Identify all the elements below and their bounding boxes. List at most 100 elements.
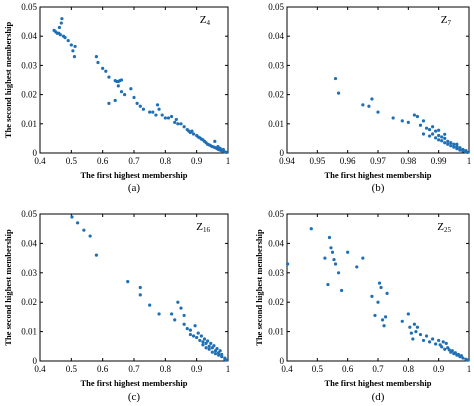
scatter-point (450, 349, 454, 353)
scatter-point (376, 110, 380, 114)
x-axis-title: The first highest membership (81, 378, 188, 388)
scatter-point (206, 339, 210, 343)
scatter-point (332, 257, 336, 262)
scatter-point (148, 110, 152, 114)
scatter-point (391, 116, 395, 120)
panel-b: 0.94 0.95 0.96 0.97 0.98 0.99 1 0 0.01 0.02 0.03 0.… (268, 2, 471, 194)
panel-caption: (b) (372, 182, 385, 194)
scatter-point (415, 325, 420, 329)
scatter-point (376, 300, 380, 304)
scatter-point (418, 332, 423, 337)
scatter-point (209, 341, 213, 345)
scatter-point (176, 122, 180, 126)
x-tick-label: 0.98 (400, 156, 416, 166)
scatter-point (465, 358, 470, 362)
scatter-point (461, 149, 465, 153)
y-tick-label: 0.04 (268, 31, 284, 41)
scatter-point (421, 338, 426, 343)
x-tick-label: 0.5 (312, 364, 324, 374)
scatter-point (76, 221, 80, 225)
scatter-point (440, 345, 444, 349)
scatter-point (173, 120, 177, 124)
scatter-point (195, 335, 199, 340)
scatter-point (157, 312, 161, 316)
scatter-point (119, 78, 124, 82)
y-tick-label: 0 (280, 148, 285, 158)
scatter-point (446, 139, 450, 143)
scatter-point (170, 312, 174, 316)
x-tick-label: 1 (226, 364, 231, 374)
x-tick-label: 0.6 (342, 364, 354, 374)
scatter-point (455, 147, 459, 151)
scatter-point (336, 91, 341, 95)
scatter-point (431, 125, 435, 129)
scatter-point (333, 76, 338, 81)
y-tick-label: 0.05 (21, 2, 37, 12)
scatter-point (174, 117, 178, 122)
scatter-point (424, 126, 429, 130)
scatter-point (370, 97, 374, 101)
scatter-point (415, 114, 420, 119)
y-tick-label: 0.03 (268, 60, 284, 70)
plot-frame (286, 213, 470, 362)
x-tick-label: 0.4 (281, 364, 293, 374)
scatter-point (421, 132, 426, 136)
x-tick-label: 0.99 (431, 156, 447, 166)
plot-frame (39, 6, 229, 154)
scatter-point (58, 33, 62, 37)
y-tick-label: 0.05 (268, 2, 284, 12)
y-tick-label: 0.04 (21, 238, 37, 248)
scatter-point (385, 291, 389, 295)
y-tick-label: 0.03 (268, 268, 284, 278)
scatter-point (138, 285, 142, 290)
x-axis-title: The first highest membership (325, 378, 432, 388)
scatter-point (224, 150, 229, 155)
scatter-point (383, 315, 388, 319)
scatter-point (367, 104, 371, 108)
scatter-point (379, 285, 383, 290)
scatter-point (182, 313, 186, 318)
scatter-point (157, 107, 161, 111)
panel-tag-main: Z (437, 221, 444, 233)
scatter-point (218, 146, 222, 150)
scatter-point (414, 330, 418, 334)
y-tick-label: 0.01 (268, 327, 284, 337)
x-tick-label: 0.5 (66, 156, 78, 166)
scatter-point (333, 262, 338, 266)
scatter-point (107, 75, 111, 79)
scatter-point (409, 331, 413, 335)
scatter-point (336, 271, 341, 275)
scatter-point (421, 119, 426, 123)
panel-tag: Z16 (196, 221, 210, 234)
x-tick-label: 0.9 (191, 364, 203, 374)
scatter-point (202, 337, 207, 341)
x-tick-label: 0.4 (34, 156, 46, 166)
scatter-point (440, 135, 444, 139)
scatter-point (188, 328, 192, 332)
scatter-point (452, 145, 456, 149)
panel-tag: Z4 (200, 14, 211, 27)
scatter-point (185, 327, 189, 331)
scatter-point (207, 344, 211, 348)
scatter-point (355, 265, 359, 269)
scatter-point (459, 354, 464, 358)
x-tick-label: 1 (226, 156, 231, 166)
scatter-point (427, 134, 432, 138)
scatter-point (437, 338, 441, 343)
scatter-point (138, 104, 142, 108)
scatter-point (173, 318, 177, 322)
scatter-point (444, 341, 448, 345)
panel-tag-subscript: 7 (448, 19, 452, 27)
y-tick-label: 0 (280, 356, 285, 366)
scatter-point (132, 95, 136, 100)
scatter-point (94, 55, 98, 59)
scatter-point (220, 352, 224, 357)
scatter-point (373, 313, 377, 318)
x-axis-title: The first highest membership (81, 170, 188, 180)
scatter-point (213, 139, 217, 143)
y-tick-label: 0.02 (21, 297, 37, 307)
panel-tag-subscript: 16 (203, 226, 211, 234)
panel-tag-main: Z (196, 221, 203, 233)
scatter-point (170, 114, 174, 119)
